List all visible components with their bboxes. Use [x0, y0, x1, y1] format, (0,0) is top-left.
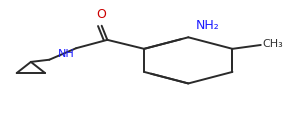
Text: NH₂: NH₂ — [195, 18, 219, 32]
Text: CH₃: CH₃ — [262, 39, 283, 49]
Text: NH: NH — [58, 50, 75, 59]
Text: O: O — [97, 8, 107, 21]
